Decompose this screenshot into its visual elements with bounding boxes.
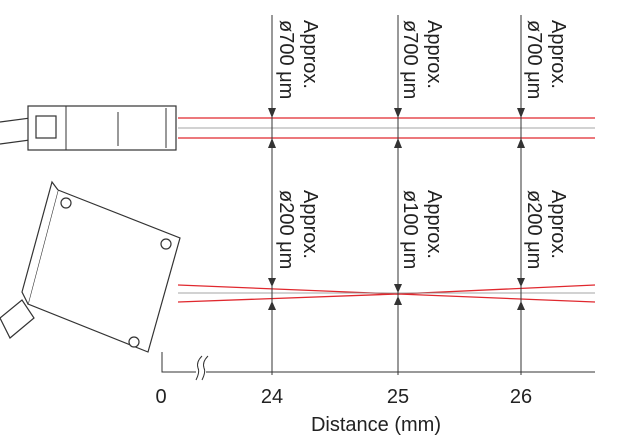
- label: Approx.: [423, 20, 445, 89]
- label: Approx.: [299, 20, 321, 89]
- top-sensor: [0, 105, 177, 151]
- label: ø700 μm: [275, 20, 297, 99]
- label: Approx.: [547, 190, 569, 259]
- label: Approx.: [299, 190, 321, 259]
- tick-label: 25: [387, 386, 409, 408]
- dimension-lines: [268, 15, 525, 375]
- label: ø700 μm: [523, 20, 545, 99]
- label: Approx.: [423, 190, 445, 259]
- bottom-sensor: [0, 180, 181, 353]
- label: ø700 μm: [399, 20, 421, 99]
- label: ø200 μm: [275, 190, 297, 269]
- tick-label: 0: [155, 386, 166, 408]
- axis: [161, 352, 595, 381]
- axis-title: Distance (mm): [311, 414, 441, 436]
- label: Approx.: [547, 20, 569, 89]
- tick-label: 26: [510, 386, 532, 408]
- label: ø100 μm: [399, 190, 421, 269]
- label: ø200 μm: [523, 190, 545, 269]
- tick-label: 24: [261, 386, 283, 408]
